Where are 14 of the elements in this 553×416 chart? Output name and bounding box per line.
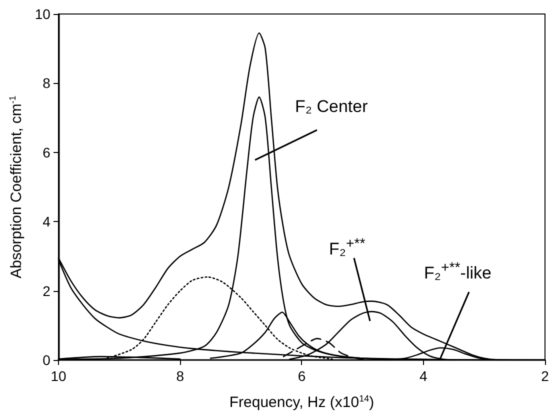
x-tick-label: 6 [298, 368, 306, 384]
annotation: F₂$^{+**}$-like [424, 260, 492, 284]
y-tick-label: 6 [42, 144, 51, 160]
y-tick-label: 8 [42, 75, 51, 92]
annotation: F₂ Center [295, 97, 368, 117]
y-tick-label: 10 [34, 6, 51, 22]
annotation: F₂$^{+**}$ [329, 236, 366, 260]
y-tick-label: 0 [42, 352, 51, 368]
y-tick-label: 4 [42, 214, 51, 230]
x-tick-label: 8 [176, 368, 184, 384]
y-tick-label: 2 [42, 282, 51, 299]
x-tick-label: 2 [541, 368, 550, 384]
x-tick-label: 4 [419, 368, 428, 384]
y-axis-title: Absorption Coefficient, cm-1 [8, 96, 25, 278]
